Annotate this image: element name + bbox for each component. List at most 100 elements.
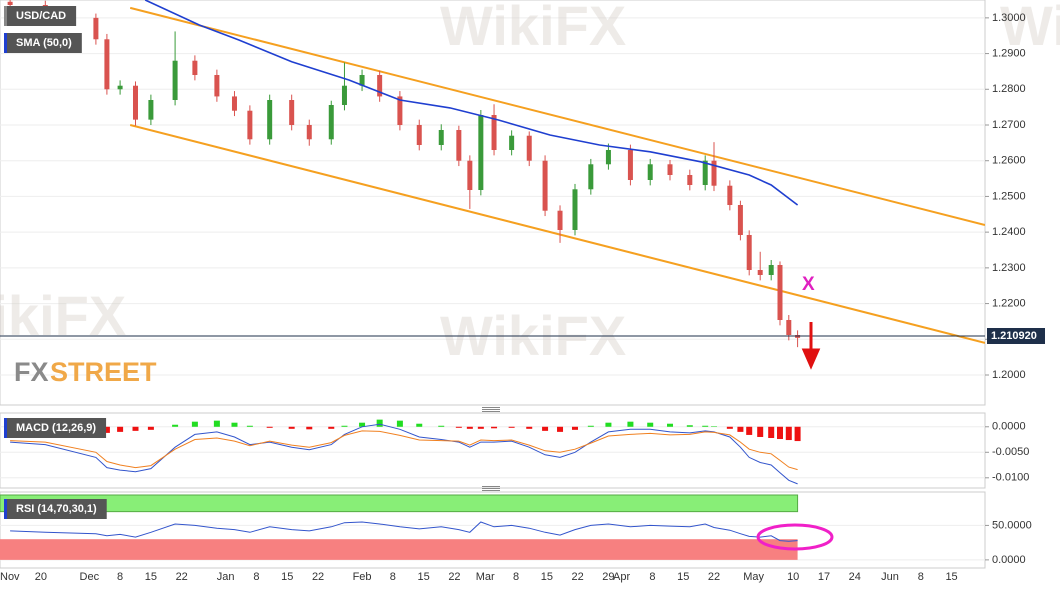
logo-street: STREET bbox=[50, 357, 157, 387]
candle-body bbox=[377, 75, 383, 97]
watermark: WikiFX bbox=[440, 0, 626, 57]
candle-body bbox=[605, 150, 611, 165]
histogram-bar bbox=[117, 426, 124, 432]
histogram-bar bbox=[557, 426, 564, 432]
histogram-bar bbox=[172, 424, 179, 427]
y-tick-label: 1.2000 bbox=[992, 369, 1026, 381]
candle-body bbox=[104, 39, 110, 90]
histogram-bar bbox=[132, 426, 139, 431]
x-tick-label: 8 bbox=[390, 571, 396, 583]
handle bbox=[482, 486, 500, 487]
price-plot: X bbox=[0, 0, 985, 348]
candle-body bbox=[214, 75, 220, 97]
candle-body bbox=[777, 265, 783, 320]
x-tick-label: 15 bbox=[541, 571, 553, 583]
x-tick-label: 8 bbox=[253, 571, 259, 583]
line bbox=[10, 430, 798, 471]
handle bbox=[482, 411, 500, 412]
histogram-bar bbox=[508, 426, 515, 428]
histogram-bar bbox=[477, 426, 484, 429]
legend-label: SMA (50,0) bbox=[16, 37, 72, 49]
handle bbox=[482, 488, 500, 489]
histogram-bar bbox=[702, 425, 709, 427]
histogram-bar bbox=[359, 422, 366, 427]
candle-body bbox=[438, 130, 444, 145]
legend-box bbox=[4, 6, 77, 26]
legend-edge bbox=[4, 33, 7, 53]
y-tick-label: 0.0000 bbox=[992, 421, 1026, 433]
annotation: X bbox=[802, 274, 815, 295]
histogram-bar bbox=[757, 426, 764, 437]
x-tick-label: 17 bbox=[818, 571, 830, 583]
histogram-bar bbox=[376, 419, 383, 427]
x-tick-label: May bbox=[743, 571, 764, 583]
candle-body bbox=[746, 235, 752, 270]
x-tick-label: 22 bbox=[176, 571, 188, 583]
candle-body bbox=[192, 60, 198, 75]
axes: Nov 20 Dec 8 15 22 Jan 8 15 22 Feb 8 15 22 Mar 8 15 22 29A… bbox=[0, 12, 1045, 583]
legend-label: MACD (12,26,9) bbox=[16, 422, 96, 434]
y-tick-label: -0.0100 bbox=[992, 472, 1029, 484]
y-tick-label: 1.2700 bbox=[992, 119, 1026, 131]
x-tick-label: 22 bbox=[448, 571, 460, 583]
x-tick-label: Mar bbox=[476, 571, 495, 583]
histogram-bar bbox=[571, 426, 578, 430]
legend-box bbox=[4, 33, 82, 53]
y-tick-label: 1.2600 bbox=[992, 155, 1026, 167]
candle-body bbox=[667, 164, 673, 175]
x-tick-label: 15 bbox=[677, 571, 689, 583]
overbought-band bbox=[0, 494, 799, 513]
histogram-bar bbox=[306, 426, 313, 430]
candle-body bbox=[467, 160, 473, 190]
candle-body bbox=[491, 115, 497, 150]
candle-body bbox=[737, 205, 743, 235]
candle-body bbox=[7, 1, 13, 5]
y-tick-label: 1.3000 bbox=[992, 12, 1026, 24]
x-tick-label: 15 bbox=[418, 571, 430, 583]
candle-body bbox=[397, 96, 403, 125]
x-tick-label: 15 bbox=[945, 571, 957, 583]
x-tick-label: Nov bbox=[0, 571, 20, 583]
legend-edge bbox=[4, 418, 7, 438]
y-tick-label: 0.0000 bbox=[992, 554, 1026, 566]
handle bbox=[482, 409, 500, 410]
candle-body bbox=[117, 85, 123, 90]
x-tick-label: 8 bbox=[649, 571, 655, 583]
x-tick-label: 24 bbox=[849, 571, 861, 583]
grid bbox=[0, 17, 985, 561]
histogram-bar bbox=[776, 426, 783, 440]
candle-body bbox=[306, 125, 312, 140]
histogram-bar bbox=[726, 426, 733, 429]
candle-body bbox=[93, 17, 99, 40]
histogram-bar bbox=[491, 426, 498, 429]
candle-body bbox=[132, 85, 138, 120]
histogram-bar bbox=[455, 426, 462, 428]
x-tick-label: Apr bbox=[613, 571, 630, 583]
histogram-bar bbox=[627, 421, 634, 427]
legend-item: MACD (12,26,9) bbox=[4, 418, 107, 438]
x-tick-label: 15 bbox=[281, 571, 293, 583]
macd-plot bbox=[7, 419, 801, 485]
oversold-band bbox=[0, 539, 798, 560]
candle-body bbox=[231, 96, 237, 111]
candle-body bbox=[687, 175, 693, 185]
x-tick-label: 22 bbox=[572, 571, 584, 583]
histogram-bar bbox=[438, 425, 445, 427]
candle-body bbox=[542, 160, 548, 211]
handle bbox=[482, 407, 500, 408]
candle-body bbox=[588, 164, 594, 190]
rsi-plot bbox=[0, 494, 799, 560]
legend-item: SMA (50,0) bbox=[4, 33, 82, 53]
y-tick-label: 1.2900 bbox=[992, 47, 1026, 59]
line bbox=[144, 0, 799, 206]
watermark: WikiFX bbox=[440, 304, 626, 367]
histogram-bar bbox=[341, 425, 348, 427]
legend: USD/CAD SMA (50,0) MACD (12,26,9) RSI (14,7… bbox=[4, 6, 107, 519]
candle-body bbox=[289, 100, 295, 125]
watermark: WikiFX bbox=[0, 284, 126, 347]
candle-body bbox=[757, 270, 763, 275]
candle-body bbox=[557, 210, 563, 230]
watermark: WikiFX bbox=[1000, 0, 1060, 57]
histogram-bar bbox=[711, 426, 718, 427]
